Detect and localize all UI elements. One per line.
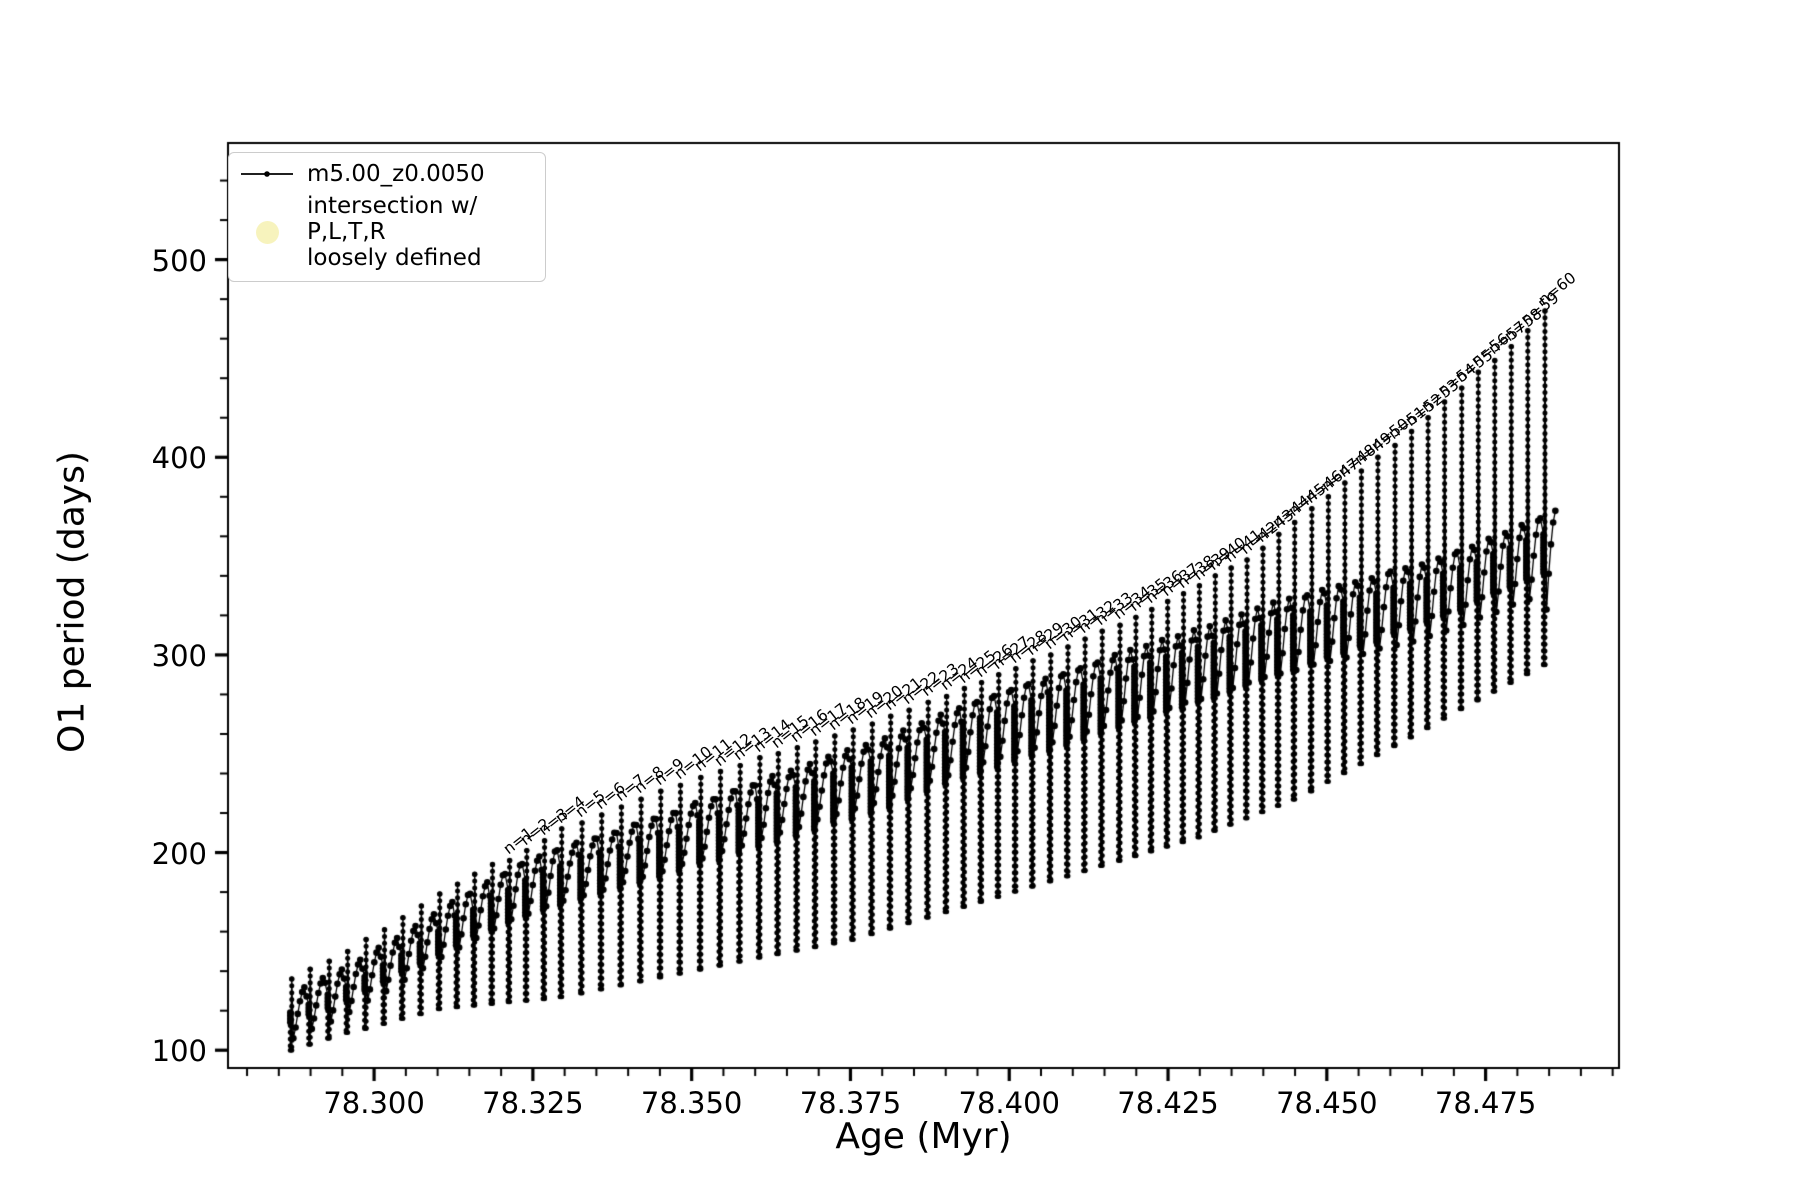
legend-label-intersection: intersection w/ P,L,T,R loosely defined: [307, 193, 533, 271]
y-tick-label: 200: [151, 836, 207, 871]
legend-label-intersection-line1: intersection w/ P,L,T,R: [307, 193, 478, 245]
x-tick-label: 78.325: [482, 1086, 584, 1120]
x-axis-title: Age (Myr): [835, 1116, 1012, 1157]
legend-label-series: m5.00_z0.0050: [307, 161, 485, 187]
x-tick-label: 78.300: [323, 1086, 425, 1120]
x-tick-label: 78.400: [958, 1086, 1060, 1120]
x-tick-label: 78.475: [1434, 1086, 1537, 1120]
legend-label-intersection-line2: loosely defined: [307, 245, 482, 271]
y-axis-title: O1 period (days): [51, 451, 93, 753]
x-tick-label: 78.450: [1276, 1086, 1378, 1120]
y-tick-label: 500: [151, 243, 207, 278]
y-tick-label: 300: [151, 638, 207, 673]
intersection-circle-marker-icon: [241, 220, 293, 244]
x-tick-label: 78.375: [799, 1086, 902, 1120]
y-tick-label: 400: [151, 441, 207, 476]
y-tick-label: 100: [151, 1034, 207, 1069]
legend-entry-intersection: intersection w/ P,L,T,R loosely defined: [241, 193, 533, 271]
x-tick-label: 78.425: [1117, 1086, 1219, 1120]
x-tick-label: 78.350: [640, 1086, 743, 1120]
line-dot-marker-icon: [241, 170, 293, 178]
legend: m5.00_z0.0050 intersection w/ P,L,T,R lo…: [228, 152, 546, 282]
legend-entry-series: m5.00_z0.0050: [241, 161, 533, 187]
